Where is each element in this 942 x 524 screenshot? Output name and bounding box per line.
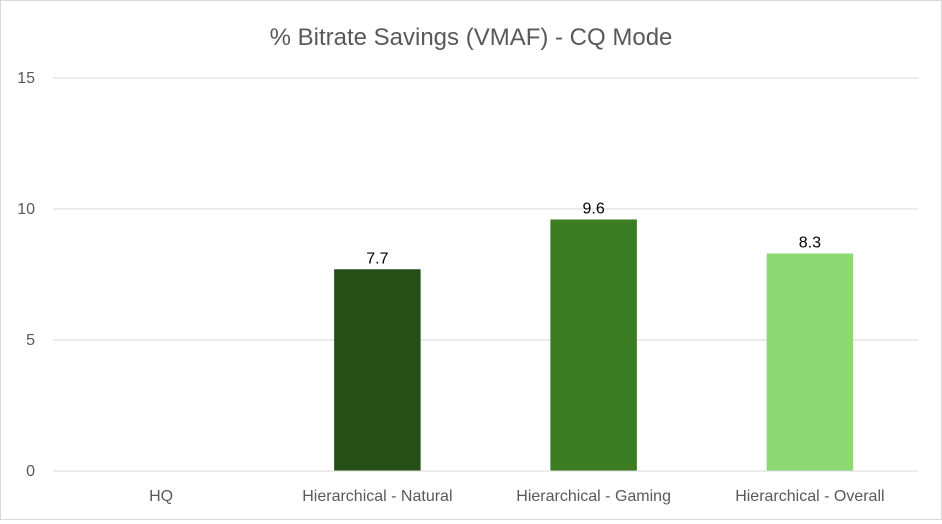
chart-title: % Bitrate Savings (VMAF) - CQ Mode	[270, 24, 673, 51]
y-axis-tick-labels: 0 5 10 15	[17, 70, 35, 480]
x-tick-label: Hierarchical - Gaming	[516, 488, 671, 505]
data-label: 8.3	[799, 235, 821, 252]
data-label: 7.7	[366, 250, 388, 267]
x-tick-label: Hierarchical - Overall	[735, 488, 884, 505]
data-labels: 7.7 9.6 8.3	[366, 200, 821, 267]
bar	[334, 269, 421, 471]
y-tick-label: 10	[17, 201, 35, 218]
y-tick-label: 0	[26, 463, 35, 480]
bar	[550, 219, 637, 471]
y-tick-label: 15	[17, 70, 35, 87]
x-tick-label: Hierarchical - Natural	[302, 488, 452, 505]
data-label: 9.6	[583, 200, 605, 217]
y-tick-label: 5	[26, 332, 35, 349]
x-tick-label: HQ	[149, 488, 173, 505]
x-axis-tick-labels: HQ Hierarchical - Natural Hierarchical - G…	[149, 488, 884, 505]
bars	[334, 219, 854, 471]
bar	[766, 253, 854, 471]
